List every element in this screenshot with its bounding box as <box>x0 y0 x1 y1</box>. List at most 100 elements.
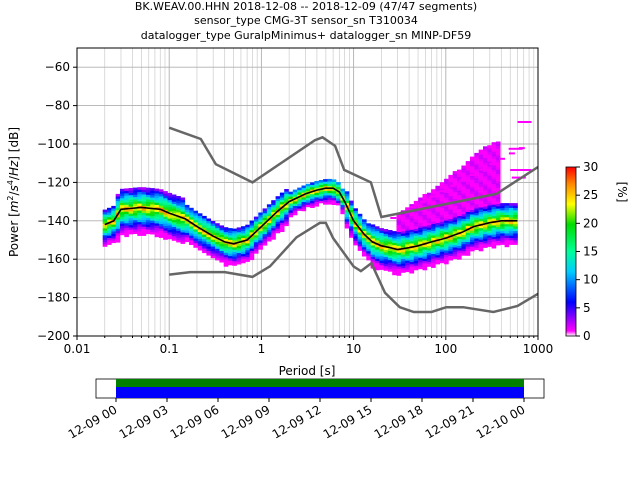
psd-cell <box>236 229 242 233</box>
psd-cell <box>478 211 484 215</box>
psd-cell <box>483 210 488 214</box>
psd-cell <box>284 218 289 222</box>
psd-cell <box>279 211 285 214</box>
psd-cell <box>344 202 350 206</box>
psd-cell <box>478 207 484 210</box>
psd-cell <box>202 236 207 240</box>
psd-cell <box>370 235 376 239</box>
psd-cell <box>400 265 406 269</box>
psd-cell <box>431 258 436 261</box>
psd-cell <box>465 250 471 254</box>
psd-cell <box>457 204 462 207</box>
psd-cell <box>478 227 484 231</box>
psd-cell <box>288 196 294 199</box>
psd-cell <box>133 203 138 207</box>
psd-cell <box>176 196 181 199</box>
psd-cell <box>284 214 289 217</box>
psd-cell <box>102 216 108 220</box>
psd-cell <box>413 240 419 243</box>
psd-cell <box>504 228 510 232</box>
psd-cell <box>323 186 328 189</box>
psd-cell <box>310 198 315 202</box>
psd-cell <box>150 190 155 193</box>
psd-cell <box>470 230 475 233</box>
psd-cell <box>426 231 432 235</box>
psd-cell <box>396 264 402 267</box>
psd-cell <box>508 217 514 220</box>
psd-cell <box>163 204 168 208</box>
psd-cell <box>435 245 441 249</box>
psd-cell <box>495 224 501 227</box>
psd-cell <box>474 182 479 186</box>
psd-cell <box>474 212 479 216</box>
psd-cell <box>241 235 246 238</box>
psd-cell <box>508 233 514 236</box>
psd-cell <box>474 159 479 163</box>
psd-cell <box>465 193 471 196</box>
psd-cell <box>107 226 112 229</box>
psd-cell <box>215 234 220 238</box>
psd-cell <box>331 186 337 189</box>
psd-cell <box>353 219 358 223</box>
colorbar-tick-label: 25 <box>583 188 598 202</box>
psd-cell <box>297 194 302 198</box>
psd-cell <box>349 212 354 215</box>
psd-cell <box>435 229 441 233</box>
psd-cell <box>374 263 380 266</box>
psd-cell <box>470 211 475 215</box>
psd-cell <box>210 244 216 247</box>
psd-cell <box>150 222 155 226</box>
psd-cell <box>171 235 177 239</box>
psd-cell <box>483 215 488 218</box>
psd-cell <box>392 244 397 248</box>
psd-cell <box>167 218 173 221</box>
psd-outlier-cell <box>511 176 526 179</box>
psd-cell <box>327 197 333 200</box>
psd-cell <box>215 227 220 231</box>
psd-cell <box>457 174 462 177</box>
psd-cell <box>266 208 272 212</box>
psd-cell <box>357 218 363 221</box>
psd-cell <box>500 217 505 220</box>
psd-cell <box>413 200 419 204</box>
psd-cell <box>210 253 216 256</box>
psd-cell <box>141 201 147 204</box>
psd-cell <box>457 211 462 214</box>
time-tick-label: 12-09 06 <box>168 402 222 441</box>
psd-cell <box>392 251 397 255</box>
psd-cell <box>193 245 199 248</box>
psd-cell <box>474 228 479 232</box>
psd-cell <box>107 242 112 245</box>
psd-cell <box>163 195 168 199</box>
psd-cell <box>197 222 203 226</box>
psd-cell <box>223 254 229 258</box>
psd-cell <box>154 220 160 224</box>
psd-cell <box>111 215 116 218</box>
psd-cell <box>102 225 108 229</box>
psd-cell <box>145 208 151 211</box>
psd-cell <box>457 218 462 221</box>
psd-cell <box>323 202 328 205</box>
psd-cell <box>405 234 410 238</box>
psd-cell <box>444 194 449 198</box>
psd-cell <box>141 194 147 197</box>
psd-cell <box>128 215 134 219</box>
psd-cell <box>102 211 108 215</box>
psd-cell <box>431 249 436 252</box>
psd-cell <box>215 243 220 247</box>
psd-cell <box>115 210 121 213</box>
psd-cell <box>202 238 207 242</box>
psd-cell <box>154 211 160 215</box>
psd-cell <box>396 245 402 249</box>
psd-cell <box>327 199 333 203</box>
psd-cell <box>111 226 116 230</box>
psd-cell <box>470 223 475 226</box>
psd-cell <box>413 214 419 218</box>
psd-cell <box>241 242 246 245</box>
psd-cell <box>353 231 358 234</box>
psd-cell <box>418 245 423 249</box>
psd-cell <box>318 180 324 183</box>
psd-cell <box>461 218 467 222</box>
psd-outlier-cell <box>429 195 436 198</box>
psd-cell <box>491 167 497 171</box>
